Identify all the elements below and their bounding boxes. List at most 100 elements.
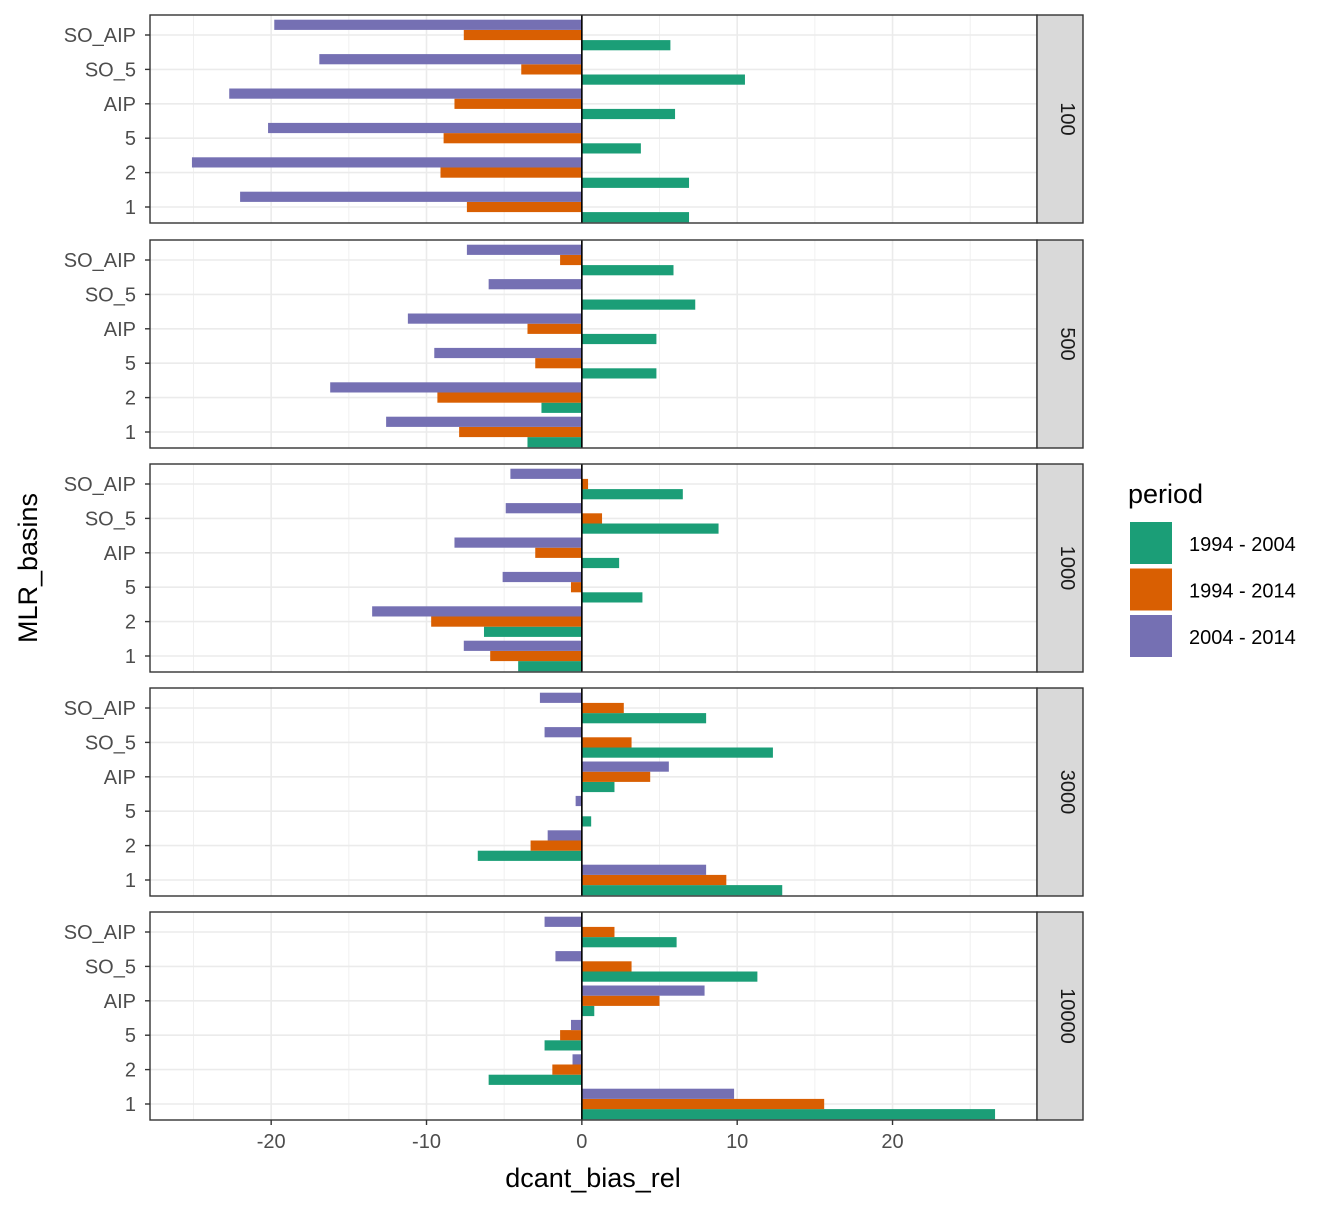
bar-1994-2004: [582, 143, 641, 153]
bar-1994-2014: [444, 133, 582, 143]
facet-strip-label: 3000: [1056, 770, 1078, 815]
bar-2004-2014: [582, 986, 705, 996]
bar-1994-2014: [437, 393, 581, 403]
bar-1994-2004: [582, 885, 782, 895]
bar-1994-2014: [535, 548, 582, 558]
y-tick-label: 1: [125, 646, 136, 668]
bar-1994-2014: [582, 703, 624, 713]
bar-2004-2014: [240, 192, 582, 202]
y-tick-label: 2: [125, 612, 136, 634]
bar-1994-2014: [560, 255, 582, 265]
bar-2004-2014: [576, 796, 582, 806]
bar-2004-2014: [545, 917, 582, 927]
legend-key: [1130, 569, 1172, 611]
y-tick-label: 5: [125, 577, 136, 599]
y-tick-label: SO_5: [85, 59, 136, 81]
bar-1994-2004: [582, 972, 758, 982]
y-tick-label: SO_AIP: [64, 698, 136, 720]
bar-2004-2014: [571, 1020, 582, 1030]
panels-layer: 1 2 5 AIP SO_5 SO_AIP 100 1 2 5 AIP SO_5 SO_AIP 500 1 2…: [64, 15, 1083, 1120]
bar-1994-2014: [582, 513, 602, 523]
bar-1994-2004: [582, 1006, 594, 1016]
bar-1994-2004: [582, 816, 591, 826]
y-tick-label: SO_AIP: [64, 922, 136, 944]
legend-label: 1994 - 2014: [1189, 581, 1296, 603]
facet-strip-label: 10000: [1056, 988, 1078, 1044]
bar-2004-2014: [582, 865, 706, 875]
y-tick-label: 5: [125, 1025, 136, 1047]
bar-1994-2004: [527, 437, 581, 447]
bar-1994-2014: [582, 772, 650, 782]
y-tick-label: 1: [125, 1094, 136, 1116]
y-tick-label: AIP: [104, 94, 136, 116]
x-tick-label: -10: [412, 1131, 441, 1153]
bar-1994-2004: [545, 1040, 582, 1050]
bar-2004-2014: [489, 279, 582, 289]
bar-1994-2014: [521, 64, 582, 74]
y-tick-label: SO_5: [85, 956, 136, 978]
y-tick-label: AIP: [104, 543, 136, 565]
bar-2004-2014: [386, 417, 582, 427]
y-tick-label: 2: [125, 388, 136, 410]
bar-2004-2014: [582, 1089, 734, 1099]
y-tick-label: 1: [125, 870, 136, 892]
x-tick-label: 10: [726, 1131, 748, 1153]
bar-1994-2014: [582, 737, 632, 747]
bar-1994-2014: [552, 1065, 582, 1075]
y-tick-label: 5: [125, 353, 136, 375]
bar-1994-2004: [582, 300, 695, 310]
bar-1994-2004: [484, 627, 582, 637]
y-tick-label: SO_5: [85, 284, 136, 306]
bar-2004-2014: [510, 469, 581, 479]
bar-2004-2014: [573, 1054, 582, 1064]
bar-1994-2004: [582, 178, 689, 188]
y-tick-label: 5: [125, 128, 136, 150]
bar-1994-2004: [582, 524, 719, 534]
y-tick-label: SO_5: [85, 732, 136, 754]
bar-2004-2014: [540, 693, 582, 703]
y-tick-label: SO_AIP: [64, 250, 136, 272]
y-axis-title: MLR_basins: [13, 493, 43, 643]
bar-1994-2014: [531, 841, 582, 851]
y-tick-label: 2: [125, 836, 136, 858]
bar-2004-2014: [330, 382, 582, 392]
bar-2004-2014: [454, 538, 581, 548]
facet-strip-label: 500: [1056, 327, 1078, 360]
bar-1994-2004: [478, 851, 582, 861]
bar-1994-2004: [582, 748, 773, 758]
bar-1994-2014: [467, 202, 582, 212]
y-tick-label: SO_5: [85, 508, 136, 530]
facet-strip-label: 100: [1056, 102, 1078, 135]
legend-label: 2004 - 2014: [1189, 627, 1296, 649]
bar-1994-2004: [582, 75, 745, 85]
bar-2004-2014: [274, 20, 582, 30]
bar-1994-2014: [582, 875, 726, 885]
bar-1994-2014: [582, 927, 615, 937]
bar-1994-2014: [454, 99, 581, 109]
facet-strip-label: 1000: [1056, 546, 1078, 591]
x-axis-title: dcant_bias_rel: [505, 1163, 681, 1193]
bar-1994-2014: [571, 582, 582, 592]
x-tick-label: 0: [576, 1131, 587, 1153]
legend-key: [1130, 522, 1172, 564]
bar-2004-2014: [268, 123, 582, 133]
bar-1994-2014: [582, 1099, 824, 1109]
bar-1994-2004: [582, 265, 674, 275]
bar-1994-2004: [582, 592, 643, 602]
y-tick-label: 1: [125, 422, 136, 444]
bar-2004-2014: [548, 830, 582, 840]
bar-2004-2014: [555, 951, 581, 961]
bar-1994-2004: [582, 1109, 995, 1119]
bar-2004-2014: [503, 572, 582, 582]
y-tick-label: 1: [125, 197, 136, 219]
x-tick-label: 20: [881, 1131, 903, 1153]
bar-1994-2014: [582, 996, 660, 1006]
bar-1994-2014: [582, 479, 588, 489]
